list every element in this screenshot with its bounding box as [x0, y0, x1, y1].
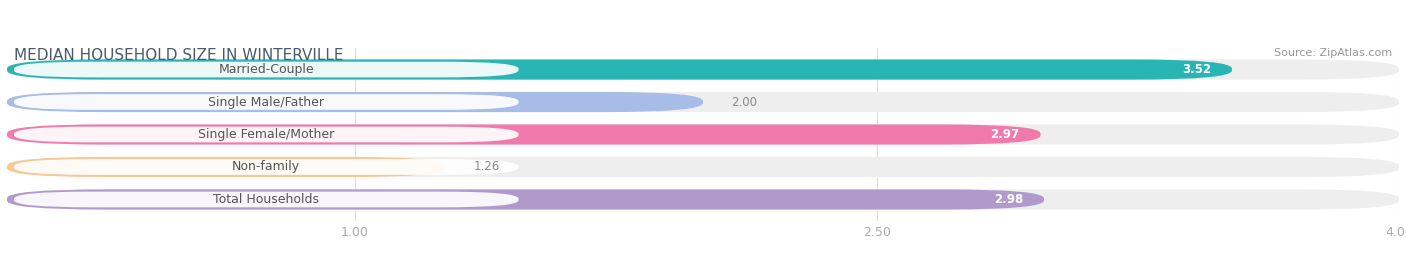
Text: Source: ZipAtlas.com: Source: ZipAtlas.com [1274, 48, 1392, 58]
FancyBboxPatch shape [7, 157, 1399, 177]
Text: 2.97: 2.97 [991, 128, 1019, 141]
FancyBboxPatch shape [14, 192, 519, 207]
FancyBboxPatch shape [14, 94, 519, 110]
FancyBboxPatch shape [7, 92, 703, 112]
Text: MEDIAN HOUSEHOLD SIZE IN WINTERVILLE: MEDIAN HOUSEHOLD SIZE IN WINTERVILLE [14, 48, 343, 63]
Text: 3.52: 3.52 [1182, 63, 1211, 76]
FancyBboxPatch shape [7, 92, 1399, 112]
FancyBboxPatch shape [14, 159, 519, 175]
FancyBboxPatch shape [7, 125, 1040, 144]
FancyBboxPatch shape [7, 189, 1045, 210]
Text: Non-family: Non-family [232, 161, 301, 174]
FancyBboxPatch shape [14, 62, 519, 77]
Text: Married-Couple: Married-Couple [218, 63, 314, 76]
FancyBboxPatch shape [7, 189, 1399, 210]
Text: 2.98: 2.98 [994, 193, 1024, 206]
Text: 1.26: 1.26 [474, 161, 499, 174]
Text: Total Households: Total Households [214, 193, 319, 206]
FancyBboxPatch shape [7, 125, 1399, 144]
Text: 2.00: 2.00 [731, 95, 756, 108]
FancyBboxPatch shape [7, 59, 1399, 80]
FancyBboxPatch shape [14, 127, 519, 142]
Text: Single Female/Mother: Single Female/Mother [198, 128, 335, 141]
Text: Single Male/Father: Single Male/Father [208, 95, 325, 108]
FancyBboxPatch shape [7, 157, 446, 177]
FancyBboxPatch shape [7, 59, 1232, 80]
